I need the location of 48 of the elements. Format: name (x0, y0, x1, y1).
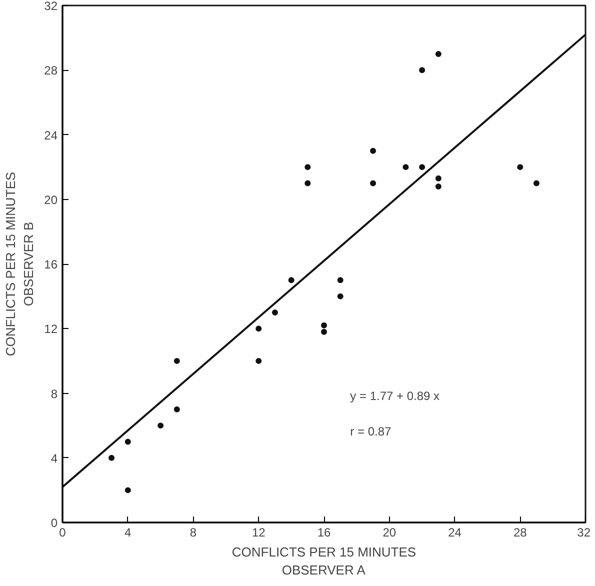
point (288, 277, 294, 284)
y-tick-label: 8 (50, 386, 58, 401)
y-tick-label: 28 (44, 64, 58, 78)
point (435, 183, 442, 190)
point (435, 175, 442, 182)
point (108, 454, 115, 461)
point (533, 180, 540, 186)
point (321, 322, 327, 328)
point (158, 422, 164, 429)
y-tick-label: 12 (44, 322, 58, 336)
point (174, 358, 180, 364)
y-tick-label: 0 (50, 516, 58, 530)
x-tick-label: 12 (252, 526, 266, 540)
point (304, 164, 311, 170)
x-tick-label: 24 (448, 526, 462, 540)
annotation: r = 0.87 (350, 424, 392, 438)
point (174, 406, 180, 412)
point (419, 164, 426, 170)
annotation: y = 1.77 + 0.89 x (350, 388, 440, 403)
point (256, 326, 262, 332)
y-tick-label: 16 (44, 258, 58, 272)
x-tick-label: 16 (317, 526, 331, 540)
point (435, 50, 442, 57)
y-tick-label: 4 (50, 451, 58, 466)
point (337, 293, 344, 300)
point (370, 148, 376, 154)
x-axis-title: CONFLICTS PER 15 MINUTES OBSERVER A (232, 544, 416, 578)
point (124, 487, 131, 494)
x-tick-label: 28 (513, 526, 528, 540)
point (419, 67, 426, 74)
point (272, 309, 278, 316)
point (370, 180, 376, 186)
point (517, 164, 524, 170)
x-tick-label: 20 (382, 526, 396, 540)
point (304, 180, 311, 186)
point (124, 438, 131, 445)
y-tick-label: 20 (44, 192, 58, 207)
y-tick-label: 24 (44, 128, 58, 142)
x-tick-label: 4 (124, 526, 132, 540)
x-tick-label: 0 (59, 526, 66, 540)
point (337, 277, 344, 284)
point (321, 328, 327, 335)
x-tick-label: 8 (190, 526, 197, 540)
y-axis-title: CONFLICTS PER 15 MINUTES OBSERVER B (3, 172, 36, 356)
point (256, 358, 262, 364)
point (402, 164, 409, 170)
x-tick-label: 32 (577, 526, 591, 540)
y-tick-label: 32 (44, 0, 58, 13)
